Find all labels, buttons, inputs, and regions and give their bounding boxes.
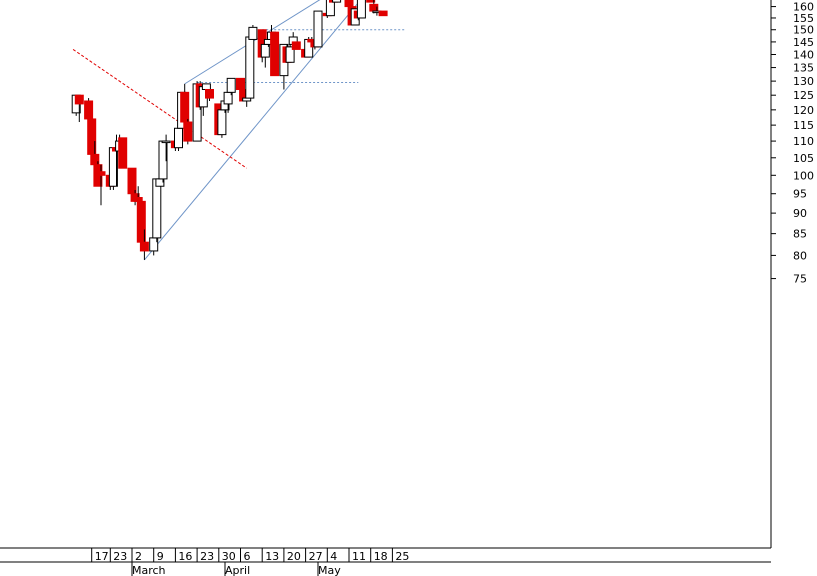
x-day-label: 2 bbox=[135, 550, 142, 563]
x-day-label: 4 bbox=[330, 550, 337, 563]
candle bbox=[183, 118, 193, 145]
candle bbox=[270, 31, 280, 77]
candle-body-down bbox=[366, 0, 376, 3]
candle-body-down bbox=[139, 241, 149, 252]
y-tick-label: 160 bbox=[793, 1, 814, 14]
x-day-label: 27 bbox=[309, 550, 323, 563]
candle-body-down bbox=[84, 100, 94, 120]
y-tick-label: 95 bbox=[793, 188, 807, 201]
candle bbox=[245, 36, 255, 99]
y-tick-label: 85 bbox=[793, 228, 807, 241]
y-tick-label: 110 bbox=[793, 135, 814, 148]
y-tick-label: 100 bbox=[793, 169, 814, 182]
x-day-label: 11 bbox=[352, 550, 366, 563]
resistance-line bbox=[72, 49, 247, 169]
candle bbox=[174, 125, 183, 152]
candle bbox=[356, 0, 366, 19]
candle-body-down bbox=[180, 91, 190, 123]
y-tick-label: 155 bbox=[793, 12, 814, 25]
y-tick-label: 145 bbox=[793, 36, 814, 49]
candle bbox=[127, 167, 137, 195]
candle-body-down bbox=[236, 77, 245, 90]
candle-body-down bbox=[183, 121, 193, 142]
candle-body-down bbox=[118, 137, 128, 169]
x-month-label: May bbox=[318, 564, 341, 576]
candle-body-down bbox=[205, 88, 214, 99]
candle bbox=[332, 0, 342, 3]
x-day-label: 16 bbox=[178, 550, 192, 563]
y-tick-label: 125 bbox=[793, 89, 814, 102]
candle bbox=[285, 44, 295, 63]
candle-body-down bbox=[127, 167, 137, 195]
candle-body-up bbox=[201, 83, 211, 90]
candle-body-down bbox=[74, 94, 84, 105]
candle bbox=[378, 10, 388, 17]
y-axis: 75 80 85 90 95 100 105 110 115 120 125130135140145… bbox=[770, 0, 814, 548]
candle bbox=[313, 10, 323, 48]
x-day-label: 17 bbox=[95, 550, 109, 563]
candle-body-up bbox=[285, 46, 295, 63]
candle-body-up bbox=[226, 77, 236, 93]
annotation-layer bbox=[72, 0, 405, 261]
candle-body-up bbox=[313, 10, 323, 48]
y-tick-label: 80 bbox=[793, 249, 807, 262]
candle bbox=[226, 77, 236, 96]
candle bbox=[118, 137, 128, 169]
x-day-label: 20 bbox=[287, 550, 301, 563]
candle-body-down bbox=[270, 31, 280, 77]
x-month-label: March bbox=[132, 564, 166, 576]
candle-body-down bbox=[378, 10, 388, 17]
x-month-label: April bbox=[225, 564, 250, 576]
candle-body-up bbox=[332, 0, 342, 3]
candles-layer bbox=[71, 0, 388, 260]
candle-body-down bbox=[133, 197, 143, 202]
candle-body-up bbox=[174, 127, 183, 149]
trend-line bbox=[144, 0, 362, 261]
y-tick-label: 135 bbox=[793, 62, 814, 75]
candle-body-up bbox=[152, 178, 162, 239]
candle bbox=[152, 178, 162, 243]
candle bbox=[205, 88, 214, 101]
y-tick-label: 90 bbox=[793, 207, 807, 220]
x-day-label: 6 bbox=[244, 550, 251, 563]
candle bbox=[248, 24, 258, 40]
x-day-label: 13 bbox=[265, 550, 279, 563]
x-day-label: 18 bbox=[374, 550, 388, 563]
trend-line bbox=[184, 0, 321, 85]
y-tick-label: 120 bbox=[793, 104, 814, 117]
candle bbox=[139, 229, 149, 260]
candle bbox=[74, 94, 84, 123]
candle bbox=[291, 41, 301, 50]
candle-body-up bbox=[245, 36, 255, 99]
candle bbox=[84, 98, 94, 120]
x-day-label: 23 bbox=[113, 550, 127, 563]
x-day-label: 30 bbox=[222, 550, 236, 563]
y-tick-label: 130 bbox=[793, 75, 814, 88]
y-tick-label: 140 bbox=[793, 49, 814, 62]
candle-body-down bbox=[344, 0, 354, 8]
y-tick-label: 75 bbox=[793, 273, 807, 286]
candle-body-down bbox=[291, 41, 301, 50]
candle-body-down bbox=[96, 171, 106, 176]
y-tick-label: 165 bbox=[793, 0, 814, 3]
candle-body-up bbox=[356, 0, 366, 19]
candle-body-up bbox=[248, 26, 258, 40]
candle bbox=[344, 0, 354, 8]
candle-body-up bbox=[161, 140, 171, 144]
y-tick-label: 150 bbox=[793, 24, 814, 37]
candle bbox=[366, 0, 376, 3]
x-day-label: 23 bbox=[200, 550, 214, 563]
candle bbox=[96, 164, 106, 206]
y-tick-label: 115 bbox=[793, 119, 814, 132]
candle-body-up bbox=[217, 109, 227, 136]
y-tick-label: 105 bbox=[793, 152, 814, 165]
x-day-label: 9 bbox=[157, 550, 164, 563]
candle bbox=[161, 134, 171, 162]
x-day-label: 25 bbox=[395, 550, 409, 563]
